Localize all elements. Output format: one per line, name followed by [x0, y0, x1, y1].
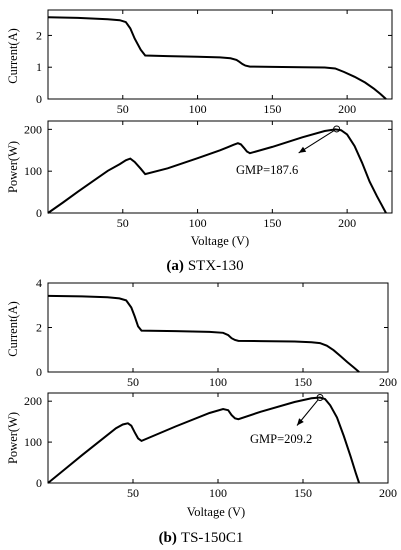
- y-axis-label: Power(W): [6, 141, 20, 193]
- plot-frame: [47, 392, 389, 484]
- current-curve: [47, 16, 387, 100]
- x-tick-label: 200: [379, 486, 397, 500]
- x-tick-label: 50: [127, 486, 139, 500]
- gmp-arrowhead: [297, 418, 304, 426]
- x-tick-label: 150: [294, 486, 312, 500]
- caption-a-prefix: (a): [166, 258, 184, 274]
- gmp-marker: [333, 125, 341, 133]
- x-tick-label: 200: [338, 102, 356, 116]
- y-axis-label: Current(A): [6, 28, 20, 84]
- gmp-annotation: GMP=209.2: [250, 432, 312, 446]
- x-tick-label: 100: [209, 375, 227, 389]
- x-tick-label: 150: [294, 375, 312, 389]
- x-tick-label: 150: [263, 102, 281, 116]
- y-tick-label: 100: [24, 435, 42, 449]
- x-tick-label: 50: [127, 375, 139, 389]
- x-tick-label: 150: [263, 216, 281, 230]
- chart-a-current: 0 1 2 50 100 150 200 Current(A): [6, 9, 393, 116]
- power-curve: [47, 128, 387, 214]
- caption-a-text: STX-130: [188, 258, 244, 274]
- x-tick-label: 200: [379, 375, 397, 389]
- caption-b: (b) TS-150C1: [159, 530, 244, 546]
- y-axis-label: Power(W): [6, 412, 20, 464]
- y-tick-label: 0: [36, 476, 42, 490]
- tick-group: 0 100 200 50 100 150 200: [24, 121, 392, 230]
- power-curve: [47, 396, 361, 484]
- x-tick-label: 100: [209, 486, 227, 500]
- x-tick-label: 200: [338, 216, 356, 230]
- y-tick-label: 4: [36, 276, 42, 290]
- plot-frame: [47, 120, 393, 214]
- gmp-annotation: GMP=187.6: [236, 163, 298, 177]
- y-tick-label: 2: [36, 321, 42, 335]
- y-tick-label: 100: [24, 164, 42, 178]
- y-tick-label: 1: [36, 60, 42, 74]
- tick-group: 0 100 200 50 100 150 200: [24, 393, 397, 500]
- y-tick-label: 0: [36, 365, 42, 379]
- caption-b-text: TS-150C1: [181, 530, 244, 546]
- tick-group: 0 2 4 50 100 150 200: [36, 276, 397, 389]
- y-axis-label: Current(A): [6, 301, 20, 357]
- y-tick-label: 0: [36, 206, 42, 220]
- x-tick-label: 50: [117, 102, 129, 116]
- chart-b-current: 0 2 4 50 100 150 200 Current(A): [6, 276, 397, 389]
- x-tick-label: 100: [189, 216, 207, 230]
- tick-group: 0 1 2 50 100 150 200: [36, 10, 392, 116]
- x-tick-label: 100: [189, 102, 207, 116]
- y-tick-label: 2: [36, 28, 42, 42]
- x-tick-label: 50: [117, 216, 129, 230]
- caption-a: (a) STX-130: [166, 258, 243, 274]
- y-tick-label: 200: [24, 394, 42, 408]
- current-curve: [47, 294, 360, 373]
- gmp-marker: [316, 394, 324, 401]
- caption-b-prefix: (b): [159, 530, 177, 546]
- gmp-arrowhead: [298, 146, 307, 153]
- x-axis-label: Voltage (V): [191, 234, 249, 248]
- plot-frame: [47, 9, 393, 100]
- y-tick-label: 200: [24, 122, 42, 136]
- x-axis-label: Voltage (V): [187, 505, 245, 519]
- y-tick-label: 0: [36, 92, 42, 106]
